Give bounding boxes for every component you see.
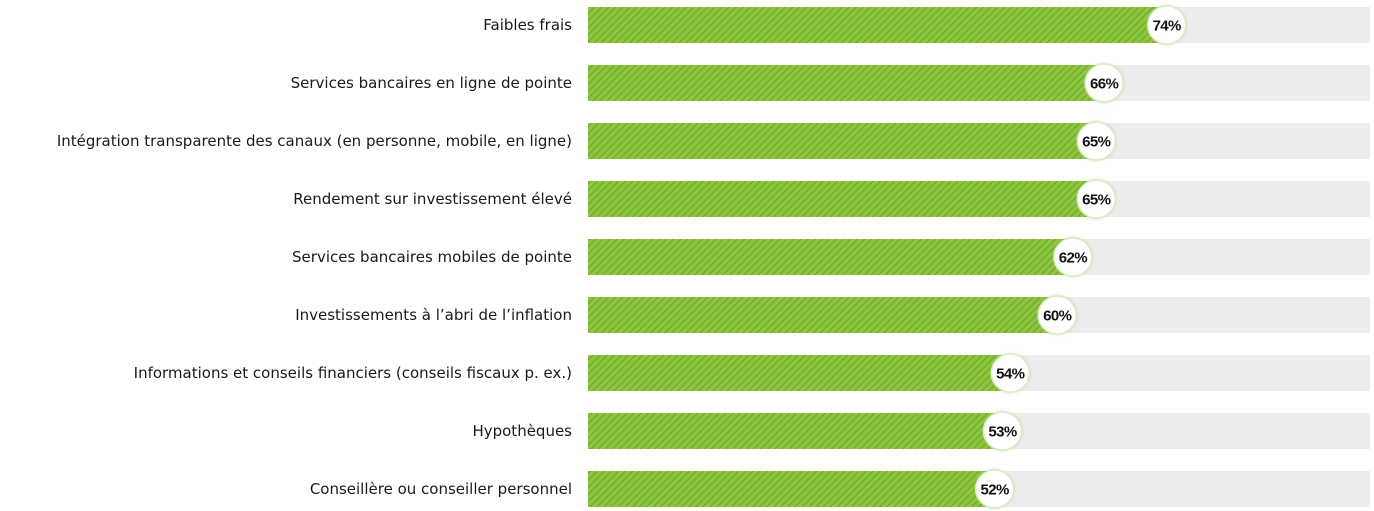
bar-row: Faibles frais 74% bbox=[483, 5, 1370, 45]
bar bbox=[588, 65, 1105, 101]
bar bbox=[588, 239, 1073, 275]
bar-row: Investissements à l’abri de l’inflation 6… bbox=[295, 295, 1370, 335]
value-label: 65% bbox=[1082, 134, 1110, 151]
bar bbox=[588, 7, 1167, 43]
category-label: Services bancaires mobiles de pointe bbox=[292, 248, 572, 266]
value-label: 60% bbox=[1043, 308, 1071, 325]
category-label: Informations et conseils financiers (con… bbox=[134, 364, 572, 382]
value-label: 52% bbox=[981, 482, 1009, 499]
category-label: Rendement sur investissement élevé bbox=[293, 190, 572, 208]
value-label: 53% bbox=[988, 424, 1016, 441]
bar-row: Hypothèques 53% bbox=[472, 411, 1370, 451]
value-label: 54% bbox=[996, 366, 1024, 383]
bar-row: Services bancaires mobiles de pointe 62% bbox=[292, 237, 1370, 277]
bar-row: Intégration transparente des canaux (en … bbox=[57, 121, 1370, 161]
category-label: Conseillère ou conseiller personnel bbox=[310, 480, 572, 498]
bar-row: Informations et conseils financiers (con… bbox=[134, 353, 1370, 393]
bar bbox=[588, 181, 1097, 217]
bar bbox=[588, 123, 1097, 159]
bar bbox=[588, 471, 995, 507]
value-bubble bbox=[982, 411, 1023, 451]
category-label: Intégration transparente des canaux (en … bbox=[57, 132, 572, 150]
value-bubble bbox=[1076, 179, 1117, 219]
category-label: Hypothèques bbox=[472, 422, 572, 440]
value-label: 62% bbox=[1059, 250, 1087, 267]
value-bubble bbox=[974, 469, 1015, 509]
category-label: Investissements à l’abri de l’inflation bbox=[295, 306, 572, 324]
value-bubble bbox=[1084, 63, 1124, 103]
bar-row: Services bancaires en ligne de pointe 66% bbox=[291, 63, 1370, 103]
value-bubble bbox=[1053, 237, 1093, 277]
category-label: Services bancaires en ligne de pointe bbox=[291, 74, 572, 92]
bar bbox=[588, 413, 1003, 449]
value-bubble bbox=[1037, 295, 1077, 335]
value-bubble bbox=[1076, 121, 1117, 161]
bar-row: Rendement sur investissement élevé 65% bbox=[293, 179, 1370, 219]
bar bbox=[588, 297, 1058, 333]
value-label: 65% bbox=[1082, 192, 1110, 209]
category-label: Faibles frais bbox=[483, 16, 572, 34]
value-label: 66% bbox=[1090, 76, 1118, 93]
bar-row: Conseillère ou conseiller personnel 52% bbox=[310, 469, 1370, 509]
value-bubble bbox=[990, 353, 1031, 393]
value-bubble bbox=[1146, 5, 1187, 45]
bar bbox=[588, 355, 1011, 391]
value-label: 74% bbox=[1153, 18, 1181, 35]
